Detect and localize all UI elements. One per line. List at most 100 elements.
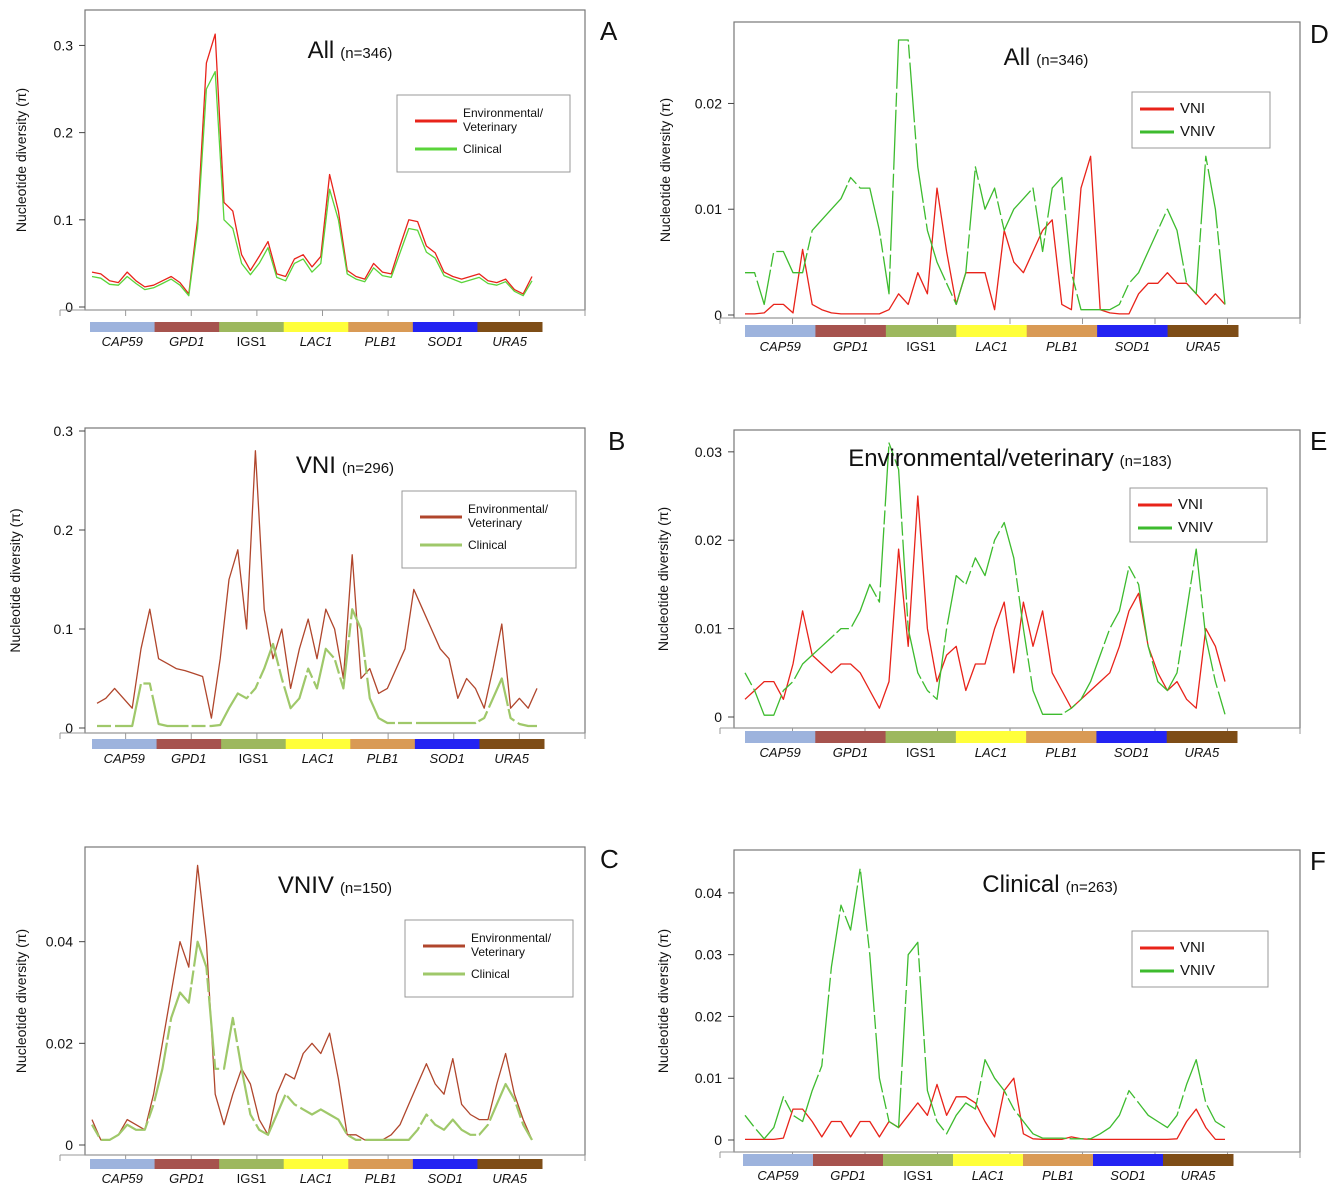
locus-segment-plb1	[1023, 1154, 1094, 1166]
locus-segment-ura5	[479, 739, 545, 749]
locus-segment-gpd1	[813, 1154, 884, 1166]
y-tick-label: 0	[65, 720, 73, 736]
locus-label-plb1: PLB1	[1042, 1168, 1074, 1183]
panel-letter: C	[600, 844, 619, 874]
y-tick-label: 0	[65, 1137, 73, 1153]
locus-segment-cap59	[743, 1154, 814, 1166]
locus-segment-ura5	[1166, 731, 1238, 743]
locus-label-cap59: CAP59	[104, 751, 145, 766]
panel-title: VNI (n=296)	[296, 452, 394, 479]
y-tick-label: 0.01	[695, 201, 722, 217]
legend-box	[401, 490, 577, 569]
series-line-vni	[745, 155, 1226, 315]
locus-segment-gpd1	[156, 739, 222, 749]
legend-label: Environmental/Veterinary	[468, 502, 549, 530]
panel-letter: D	[1310, 19, 1329, 49]
locus-segment-lac1	[283, 1159, 349, 1169]
y-tick-label: 0.2	[54, 125, 74, 141]
locus-segment-cap59	[745, 731, 816, 743]
locus-segment-lac1	[285, 739, 351, 749]
locus-segment-gpd1	[815, 731, 887, 743]
locus-label-sod1: SOD1	[1114, 745, 1149, 760]
locus-label-cap59: CAP59	[102, 1171, 143, 1185]
panel-title: Environmental/veterinary (n=183)	[848, 445, 1172, 472]
locus-label-lac1: LAC1	[972, 1168, 1005, 1183]
locus-label-lac1: LAC1	[300, 1171, 333, 1185]
y-axis-label: Nucleotide diversity (π)	[655, 929, 671, 1073]
legend-label: VNI	[1180, 939, 1205, 956]
locus-segment-lac1	[283, 322, 349, 332]
y-tick-label: 0	[714, 1132, 722, 1148]
locus-segment-cap59	[92, 739, 158, 749]
legend-label: Clinical	[463, 142, 502, 156]
locus-label-lac1: LAC1	[300, 334, 333, 349]
locus-label-gpd1: GPD1	[169, 1171, 204, 1185]
locus-label-sod1: SOD1	[427, 1171, 462, 1185]
locus-label-plb1: PLB1	[365, 1171, 397, 1185]
legend-label: VNIV	[1180, 123, 1215, 140]
locus-segment-plb1	[1026, 325, 1098, 337]
locus-label-igs1: IGS1	[237, 1171, 267, 1185]
locus-segment-igs1	[885, 325, 957, 337]
panel-E: 0 0.01 0.02 0.03 Nucleotide diversity (π) CAP…	[655, 426, 1327, 760]
locus-segment-igs1	[221, 739, 287, 749]
legend-box	[1131, 91, 1271, 149]
locus-segment-cap59	[745, 325, 816, 337]
locus-label-lac1: LAC1	[302, 751, 335, 766]
locus-segment-plb1	[348, 322, 414, 332]
plot-frame	[84, 846, 586, 1156]
locus-segment-ura5	[1163, 1154, 1234, 1166]
panel-F: 0 0.01 0.02 0.03 0.04 Nucleotide diversity (π…	[655, 846, 1326, 1183]
y-tick-label: 0	[714, 307, 722, 323]
panel-title: All (n=346)	[1004, 44, 1089, 71]
series-line-environmental-veterinary	[96, 450, 538, 719]
locus-segment-sod1	[1093, 1154, 1164, 1166]
locus-segment-lac1	[953, 1154, 1024, 1166]
series-line-environmental-veterinary	[91, 864, 533, 1141]
locus-segment-ura5	[477, 322, 543, 332]
locus-segment-plb1	[348, 1159, 414, 1169]
y-axis-label: Nucleotide diversity (π)	[13, 929, 29, 1073]
y-tick-label: 0.02	[695, 532, 722, 548]
y-tick-label: 0.04	[46, 934, 73, 950]
locus-segment-gpd1	[154, 322, 220, 332]
locus-label-gpd1: GPD1	[833, 339, 868, 354]
locus-segment-ura5	[477, 1159, 543, 1169]
locus-label-plb1: PLB1	[365, 334, 397, 349]
panel-title: All (n=346)	[308, 37, 393, 64]
locus-label-ura5: URA5	[1185, 745, 1220, 760]
locus-label-sod1: SOD1	[1110, 1168, 1145, 1183]
locus-segment-plb1	[1026, 731, 1097, 743]
series-line-vniv	[744, 867, 1226, 1140]
locus-segment-lac1	[955, 731, 1027, 743]
legend-box	[1131, 930, 1269, 988]
locus-label-sod1: SOD1	[1115, 339, 1150, 354]
series-line-vniv	[745, 39, 1226, 311]
legend-label: VNI	[1180, 100, 1205, 117]
locus-segment-sod1	[412, 322, 478, 332]
y-tick-label: 0.1	[54, 212, 74, 228]
y-tick-label: 0.02	[46, 1035, 73, 1051]
locus-segment-cap59	[90, 1159, 156, 1169]
legend-box	[1129, 487, 1268, 543]
locus-label-gpd1: GPD1	[833, 745, 868, 760]
locus-label-ura5: URA5	[1181, 1168, 1216, 1183]
series-line-clinical	[91, 940, 533, 1141]
locus-label-gpd1: GPD1	[830, 1168, 865, 1183]
locus-label-cap59: CAP59	[760, 339, 801, 354]
locus-segment-ura5	[1167, 325, 1239, 337]
panel-A: 0 0.1 0.2 0.3 Nucleotide diversity (π) CAP59 G…	[13, 9, 618, 349]
locus-label-igs1: IGS1	[239, 751, 269, 766]
panel-B: 0 0.1 0.2 0.3 Nucleotide diversity (π) CAP59 G…	[7, 423, 625, 766]
locus-segment-igs1	[219, 322, 285, 332]
locus-label-cap59: CAP59	[102, 334, 143, 349]
y-axis-label: Nucleotide diversity (π)	[13, 88, 29, 232]
y-tick-label: 0.02	[695, 1008, 722, 1024]
legend-label: Environmental/Veterinary	[471, 931, 552, 959]
y-tick-label: 0.03	[695, 947, 722, 963]
locus-label-cap59: CAP59	[757, 1168, 798, 1183]
legend-label: Clinical	[471, 967, 510, 981]
y-tick-label: 0.3	[54, 37, 74, 53]
y-tick-label: 0.01	[695, 1070, 722, 1086]
